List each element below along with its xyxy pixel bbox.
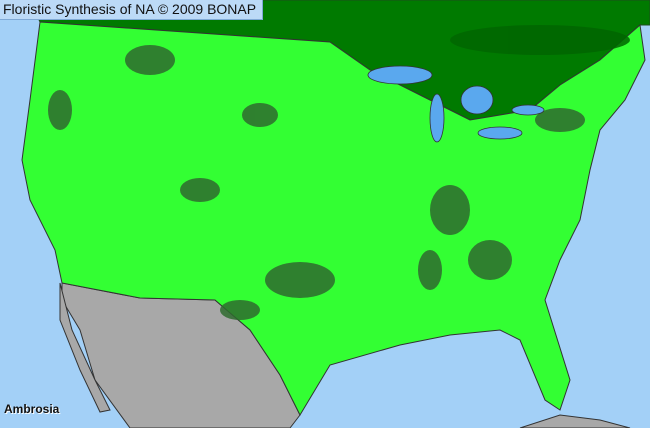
cuba-island (519, 414, 631, 428)
baja-peninsula (59, 282, 111, 413)
great-lakes (367, 65, 545, 143)
county-presence-patches (48, 25, 630, 320)
taxon-label: Ambrosia (4, 402, 60, 416)
map-title: Floristic Synthesis of NA © 2009 BONAP (0, 0, 264, 20)
united-states-region (21, 21, 646, 417)
